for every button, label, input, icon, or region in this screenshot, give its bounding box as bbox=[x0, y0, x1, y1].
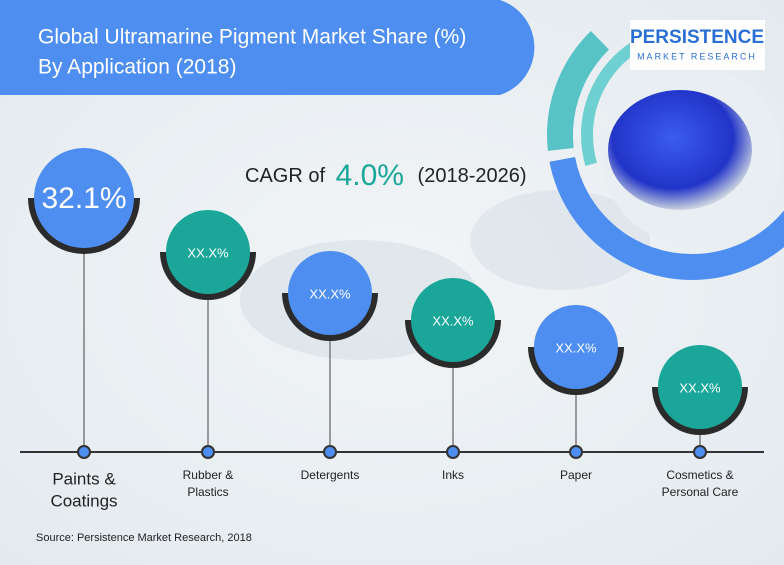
value-circle bbox=[534, 305, 618, 389]
axis-dot bbox=[323, 445, 337, 459]
value-circle bbox=[288, 251, 372, 335]
value-circle bbox=[658, 345, 742, 429]
cagr-value: 4.0% bbox=[336, 159, 404, 192]
axis-dot bbox=[693, 445, 707, 459]
axis-dot bbox=[446, 445, 460, 459]
pigment-image bbox=[608, 90, 752, 210]
category-label: Detergents bbox=[301, 468, 360, 482]
value-circle bbox=[34, 148, 134, 248]
cagr: CAGR of 4.0% (2018-2026) bbox=[245, 159, 527, 192]
value-circle bbox=[166, 210, 250, 294]
deco-arc bbox=[581, 24, 784, 246]
cagr-period: (2018-2026) bbox=[418, 165, 527, 187]
axis-dot bbox=[569, 445, 583, 459]
value-label: XX.X% bbox=[187, 245, 229, 260]
axis-dot bbox=[77, 445, 91, 459]
title-bar bbox=[0, 0, 535, 95]
logo-name: PERSISTENCE bbox=[630, 27, 764, 48]
title: Global Ultramarine Pigment Market Share … bbox=[38, 26, 466, 49]
title: By Application (2018) bbox=[38, 56, 236, 79]
category-label: Rubber & bbox=[183, 468, 234, 482]
value-label: XX.X% bbox=[432, 313, 474, 328]
category-label: Cosmetics & bbox=[666, 468, 733, 482]
logo-tagline: MARKET RESEARCH bbox=[637, 51, 757, 61]
category-label: Coatings bbox=[50, 491, 117, 510]
value-label: XX.X% bbox=[309, 286, 351, 301]
category-label: Inks bbox=[442, 468, 464, 482]
value-circle bbox=[411, 278, 495, 362]
source: Source: Persistence Market Research, 201… bbox=[36, 532, 252, 544]
category-label: Plastics bbox=[187, 485, 228, 499]
axis-dot bbox=[201, 445, 215, 459]
texture bbox=[470, 190, 650, 290]
category-label: Personal Care bbox=[662, 485, 739, 499]
deco-arc bbox=[547, 0, 784, 280]
category-label: Paints & bbox=[52, 469, 116, 488]
cagr-prefix: CAGR of bbox=[245, 165, 325, 187]
items: 32.1% Paints & Coatings XX.X% Rubber & Plasti… bbox=[28, 148, 748, 510]
value-label: 32.1% bbox=[41, 182, 126, 215]
category-label: Paper bbox=[560, 468, 592, 482]
value-label: XX.X% bbox=[555, 340, 597, 355]
logo-box bbox=[630, 20, 765, 70]
value-label: XX.X% bbox=[679, 380, 721, 395]
deco-arc bbox=[547, 0, 784, 280]
